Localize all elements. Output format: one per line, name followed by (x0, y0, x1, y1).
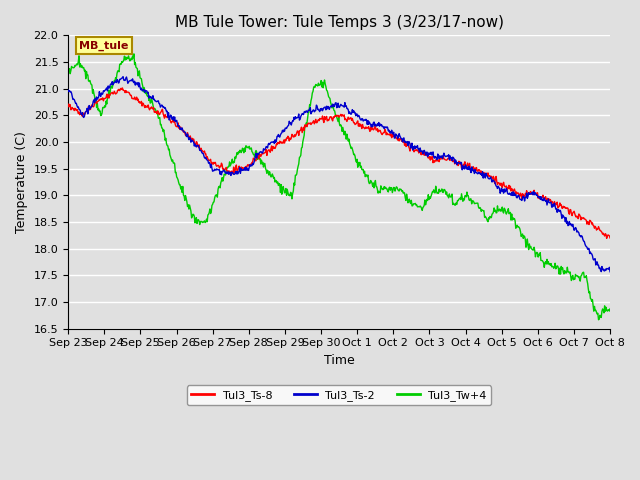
Tul3_Ts-8 (394, 137, 402, 143)
Line: Tul3_Ts-2: Tul3_Ts-2 (68, 77, 610, 272)
Legend: Tul3_Ts-8, Tul3_Ts-2, Tul3_Tw+4: Tul3_Ts-8, Tul3_Ts-2, Tul3_Tw+4 (187, 385, 492, 405)
Tul3_Tw+4 (380, 186, 387, 192)
Tul3_Ts-2 (476, 170, 484, 176)
Y-axis label: Temperature (C): Temperature (C) (15, 131, 28, 233)
Tul3_Ts-8 (97, 96, 105, 102)
Line: Tul3_Tw+4: Tul3_Tw+4 (68, 54, 610, 320)
Tul3_Ts-8 (380, 130, 387, 135)
Tul3_Tw+4 (97, 112, 105, 118)
Tul3_Ts-8 (64, 101, 72, 107)
Title: MB Tule Tower: Tule Temps 3 (3/23/17-now): MB Tule Tower: Tule Temps 3 (3/23/17-now… (175, 15, 504, 30)
Tul3_Ts-8 (603, 236, 611, 241)
Text: MB_tule: MB_tule (79, 40, 129, 51)
Tul3_Ts-2 (119, 74, 127, 80)
Tul3_Ts-2 (64, 87, 72, 93)
Tul3_Tw+4 (595, 317, 602, 323)
Tul3_Tw+4 (476, 204, 484, 210)
Tul3_Tw+4 (410, 201, 418, 207)
Tul3_Tw+4 (64, 70, 72, 76)
Tul3_Tw+4 (394, 187, 402, 192)
Tul3_Ts-2 (394, 135, 402, 141)
Tul3_Tw+4 (532, 254, 540, 260)
Tul3_Tw+4 (606, 306, 614, 312)
Tul3_Ts-8 (476, 168, 484, 173)
Tul3_Ts-2 (97, 90, 105, 96)
Tul3_Ts-8 (532, 191, 540, 197)
X-axis label: Time: Time (324, 354, 355, 367)
Line: Tul3_Ts-8: Tul3_Ts-8 (68, 88, 610, 239)
Tul3_Ts-8 (606, 235, 614, 241)
Tul3_Ts-8 (118, 85, 126, 91)
Tul3_Ts-2 (532, 191, 540, 196)
Tul3_Tw+4 (130, 51, 138, 57)
Tul3_Ts-2 (410, 145, 418, 151)
Tul3_Ts-2 (606, 269, 614, 275)
Tul3_Ts-8 (410, 149, 418, 155)
Tul3_Ts-2 (380, 124, 387, 130)
